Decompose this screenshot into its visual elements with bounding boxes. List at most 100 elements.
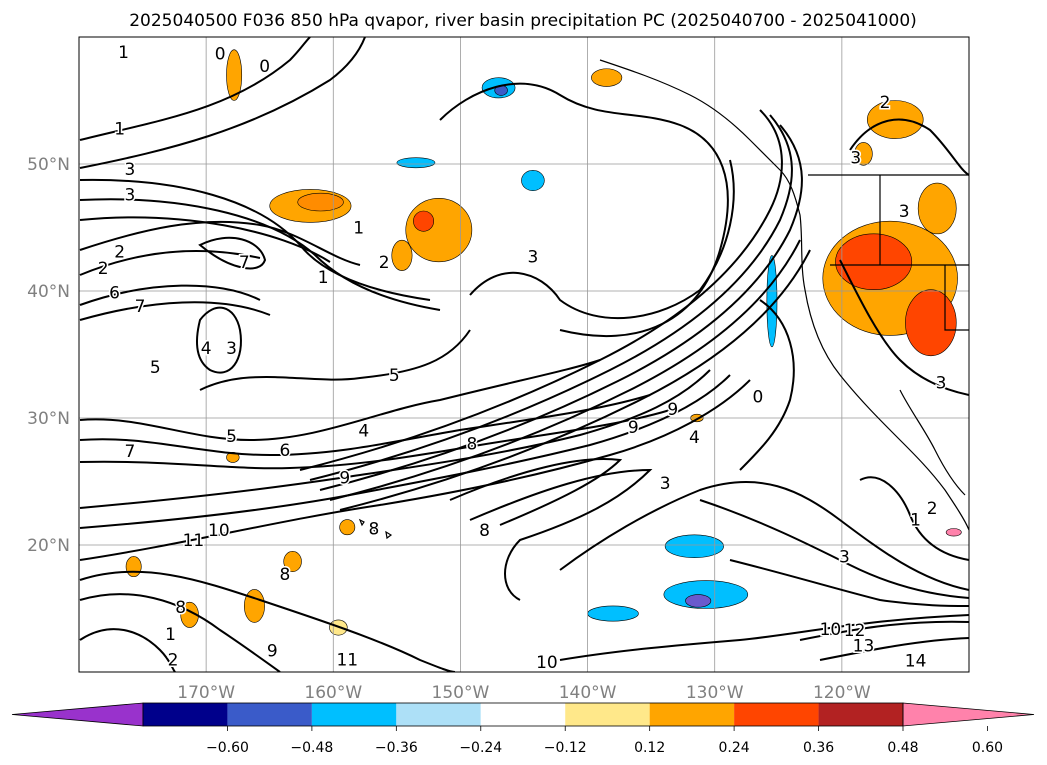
colorbar-segment	[396, 703, 481, 726]
contour-label: 1	[910, 511, 921, 531]
precip-anomaly-area	[391, 239, 413, 271]
qvapor-contour	[79, 593, 281, 672]
contour-label: 1	[353, 219, 364, 239]
precip-anomaly-area	[854, 142, 873, 166]
precip-anomaly-area	[905, 289, 957, 357]
precip-anomaly-area	[835, 233, 913, 291]
precip-anomaly-area	[413, 210, 435, 232]
contour-label: 3	[839, 547, 850, 567]
colorbar-tick-label: −0.48	[290, 740, 333, 756]
qvapor-contour	[839, 259, 969, 396]
figure-title: 2025040500 F036 850 hPa qvapor, river ba…	[129, 11, 917, 31]
colorbar-segment	[311, 703, 397, 726]
qvapor-contour	[559, 481, 969, 591]
contour-label: 9	[339, 469, 350, 489]
qvapor-contour	[79, 359, 601, 442]
precip-anomaly-area	[339, 519, 356, 536]
longitude-tick-labels: 170°W 160°W 150°W 140°W 130°W 120°W	[177, 683, 871, 703]
colorbar-tick-label: −0.24	[459, 740, 502, 756]
colorbar-tick-label: −0.36	[375, 740, 418, 756]
longitude-tick-label: 120°W	[813, 683, 871, 703]
contour-label: 7	[124, 442, 135, 462]
contour-label: 13	[853, 636, 875, 656]
contour-label: 10	[208, 521, 230, 541]
colorbar-segment	[565, 703, 650, 726]
colorbar-tick-label: 0.12	[634, 740, 665, 756]
latitude-tick-label: 20°N	[27, 536, 70, 556]
contour-label: 3	[226, 339, 237, 359]
qvapor-contour	[79, 37, 366, 169]
colorbar-segment	[143, 703, 228, 726]
colorbar: −0.60 −0.48 −0.36 −0.24 −0.12 0.12 0.24 0.36 0.4…	[11, 702, 1035, 756]
contour-label: 2	[927, 499, 938, 519]
map-gridlines	[79, 37, 969, 672]
contour-label: 10	[536, 653, 558, 673]
coastlines	[358, 59, 969, 540]
contour-label: 3	[124, 160, 135, 180]
colorbar-segment	[480, 703, 566, 726]
baja-coastline	[899, 389, 966, 496]
contour-label: 8	[369, 519, 380, 539]
contour-label: 7	[135, 297, 146, 317]
contour-label: 1	[118, 43, 129, 63]
qvapor-contour	[449, 458, 623, 526]
colorbar-segment	[649, 703, 735, 726]
colorbar-tick-label: 0.36	[803, 740, 834, 756]
qvapor-contour	[559, 614, 969, 661]
contour-label: 2	[379, 253, 390, 273]
contour-label: 9	[667, 400, 678, 420]
contour-label: 7	[239, 253, 250, 273]
colorbar-tick-label: −0.12	[544, 740, 587, 756]
colorbar-tick-label: −0.60	[206, 740, 249, 756]
qvapor-contour	[469, 159, 735, 320]
precip-anomaly-area	[945, 528, 962, 537]
contour-label: 14	[905, 652, 927, 672]
longitude-tick-label: 160°W	[304, 683, 362, 703]
precip-anomaly-area	[917, 182, 957, 235]
north-america-west-coast	[779, 169, 969, 531]
longitude-tick-label: 150°W	[432, 683, 490, 703]
map-frame	[78, 36, 970, 673]
qvapor-contour	[319, 124, 803, 491]
qvapor-contour	[299, 109, 783, 471]
contour-label: 1	[114, 119, 125, 139]
contour-label: 8	[479, 521, 490, 541]
contour-label: 3	[899, 202, 910, 222]
qvapor-contour	[739, 299, 795, 471]
alaska-coastline	[599, 59, 781, 171]
qvapor-contour	[819, 637, 969, 661]
latitude-tick-label: 30°N	[27, 409, 70, 429]
contour-label: 2	[168, 650, 179, 670]
contour-label: 9	[628, 418, 639, 438]
colorbar-tick-label: 0.24	[719, 740, 750, 756]
contour-label: 8	[280, 565, 291, 585]
state-border	[944, 265, 969, 331]
contour-label: 3	[936, 373, 947, 393]
qvapor-contour	[79, 369, 711, 509]
colorbar-tick-label: 0.48	[887, 740, 918, 756]
contour-label: 11	[336, 650, 358, 670]
qvapor-contours	[79, 37, 969, 672]
contour-label: 0	[259, 57, 270, 77]
qvapor-contour	[79, 570, 456, 672]
colorbar-segment	[734, 703, 819, 726]
latitude-tick-labels: 20°N 30°N 40°N 50°N	[27, 155, 70, 556]
contour-label: 6	[109, 283, 120, 303]
contour-label: 1	[165, 625, 176, 645]
qvapor-contour	[79, 379, 751, 561]
qvapor-contour	[79, 301, 271, 321]
qvapor-contour	[79, 216, 331, 263]
qvapor-contour	[199, 329, 471, 391]
precip-anomaly-area	[521, 170, 545, 191]
precip-anomaly-area	[283, 551, 302, 572]
qvapor-contour	[729, 559, 969, 607]
contour-label: 4	[689, 428, 700, 448]
qvapor-contour	[469, 468, 653, 601]
contour-label: 2	[880, 93, 891, 113]
contour-label: 1	[318, 268, 329, 288]
qvapor-contour	[198, 236, 267, 270]
qvapor-contour	[859, 476, 969, 561]
